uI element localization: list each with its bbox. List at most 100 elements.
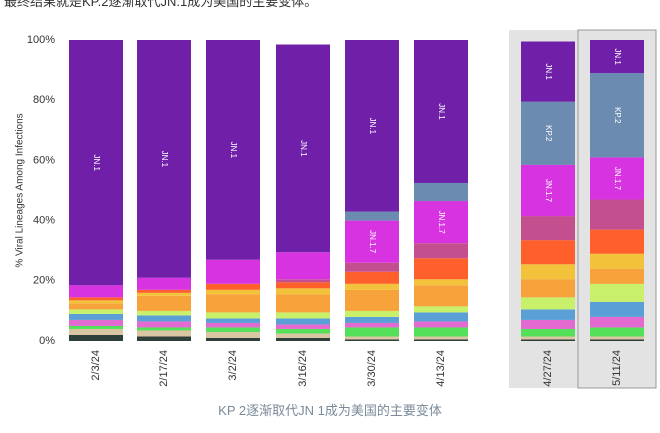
bar-segment [69, 313, 123, 320]
bar-segment [590, 316, 644, 328]
bar-segment [276, 333, 330, 338]
bar-segment [521, 279, 575, 298]
bar-segment [590, 283, 644, 302]
bar-segment [276, 294, 330, 313]
segment-label: JN.1 [92, 154, 101, 171]
bars: JN.1 JN.1JN.1 JN.1JN.1.7JN.1JN.1.7JN.1JN.1… [69, 40, 644, 341]
top-text: 最终结果就是KP.2逐渐取代JN.1成为美国的主要变体。 [4, 0, 318, 9]
x-tick-label: 3/16/24 [297, 350, 309, 387]
bar-segment [345, 262, 399, 272]
y-tick-label: 80% [33, 94, 55, 106]
segment-label: JN.1 [229, 142, 238, 159]
bar-segment [345, 289, 399, 311]
bar-segment [521, 297, 575, 310]
bar-segment [345, 327, 399, 337]
bar-segment [521, 339, 575, 341]
bar-segment [276, 279, 330, 283]
bar-segment [276, 324, 330, 329]
bar-stack: JN.1 [206, 40, 260, 341]
bar-segment [276, 288, 330, 295]
bar-segment [206, 283, 260, 290]
bar-stack: JN.1 [69, 40, 123, 341]
bar-segment [590, 268, 644, 284]
bar-segment [206, 322, 260, 328]
bar-segment [206, 337, 260, 341]
bar-segment [521, 240, 575, 265]
bar-segment [414, 327, 468, 337]
bar-segment [414, 285, 468, 307]
bar-segment [590, 229, 644, 254]
y-axis: % Viral Lineages Among Infections 0% 20% 40… [15, 34, 56, 347]
bar-segment [276, 318, 330, 325]
bar-segment [345, 336, 399, 340]
bar-segment [276, 282, 330, 289]
bar-segment [69, 334, 123, 341]
bar-segment [69, 328, 123, 335]
x-tick-label: 3/30/24 [366, 350, 378, 387]
bar-segment [206, 312, 260, 319]
bar-segment [137, 289, 191, 293]
bar-stack: JN.1.7 KP.2 JN.1 [521, 41, 575, 341]
bar-segment [521, 216, 575, 241]
bar-segment [137, 327, 191, 331]
bar-segment [414, 182, 468, 202]
bar-segment [69, 40, 123, 286]
bar-segment [276, 44, 330, 253]
x-axis-labels: 2/3/24 2/17/24 3/2/24 3/16/24 3/30/24 4/13/24… [90, 350, 623, 387]
bar-segment [69, 303, 123, 310]
y-tick-label: 0% [39, 335, 55, 347]
bar-segment [345, 220, 399, 263]
segment-label: JN.1.7 [437, 211, 446, 235]
x-tick-label: 2/3/24 [90, 350, 102, 381]
segment-label: JN.1 [299, 140, 308, 157]
bar-stack: JN.1.7 KP.2 JN.1 [590, 40, 644, 341]
y-tick-label: 60% [33, 154, 55, 166]
bar-segment [206, 289, 260, 295]
bar-segment [590, 301, 644, 317]
bar-segment [206, 318, 260, 323]
bar-segment [69, 309, 123, 314]
bar-segment [590, 339, 644, 341]
bar-segment [414, 336, 468, 340]
y-tick-label: 20% [33, 275, 55, 287]
bar-segment [590, 199, 644, 230]
bar-segment [521, 41, 575, 102]
x-tick-label: 4/27/24 [542, 350, 554, 387]
bar-segment [590, 40, 644, 74]
bar-stack: JN.1 [276, 44, 330, 341]
bar-segment [276, 312, 330, 319]
bar-segment [206, 294, 260, 313]
bar-segment [137, 315, 191, 322]
bar-segment [590, 327, 644, 337]
bar-segment [345, 40, 399, 212]
bar-segment [69, 300, 123, 304]
y-tick-label: 40% [33, 215, 55, 227]
bar-segment [414, 40, 468, 183]
bar-segment [414, 243, 468, 259]
bar-segment [521, 319, 575, 329]
bar-segment [137, 310, 191, 316]
bar-segment [590, 336, 644, 340]
bar-segment [69, 285, 123, 298]
bar-stack: JN.1 [137, 40, 191, 341]
bar-segment [345, 322, 399, 328]
segment-label: JN.1.7 [544, 179, 553, 203]
y-axis-title: % Viral Lineages Among Infections [15, 113, 26, 267]
bar-segment [414, 312, 468, 322]
bar-segment [590, 157, 644, 200]
segment-label: JN.1.7 [368, 230, 377, 254]
bar-segment [414, 321, 468, 328]
bar-segment [521, 264, 575, 280]
segment-label: JN.1 [544, 63, 553, 80]
bar-segment [137, 292, 191, 296]
segment-label: KP.2 [613, 107, 622, 124]
x-tick-label: 5/11/24 [611, 350, 623, 386]
bar-segment [69, 297, 123, 301]
bar-segment [206, 327, 260, 332]
bar-segment [345, 339, 399, 341]
segment-label: JN.1.7 [613, 167, 622, 191]
bar-segment [521, 101, 575, 165]
x-tick-label: 3/2/24 [227, 350, 239, 381]
bar-segment [414, 339, 468, 341]
